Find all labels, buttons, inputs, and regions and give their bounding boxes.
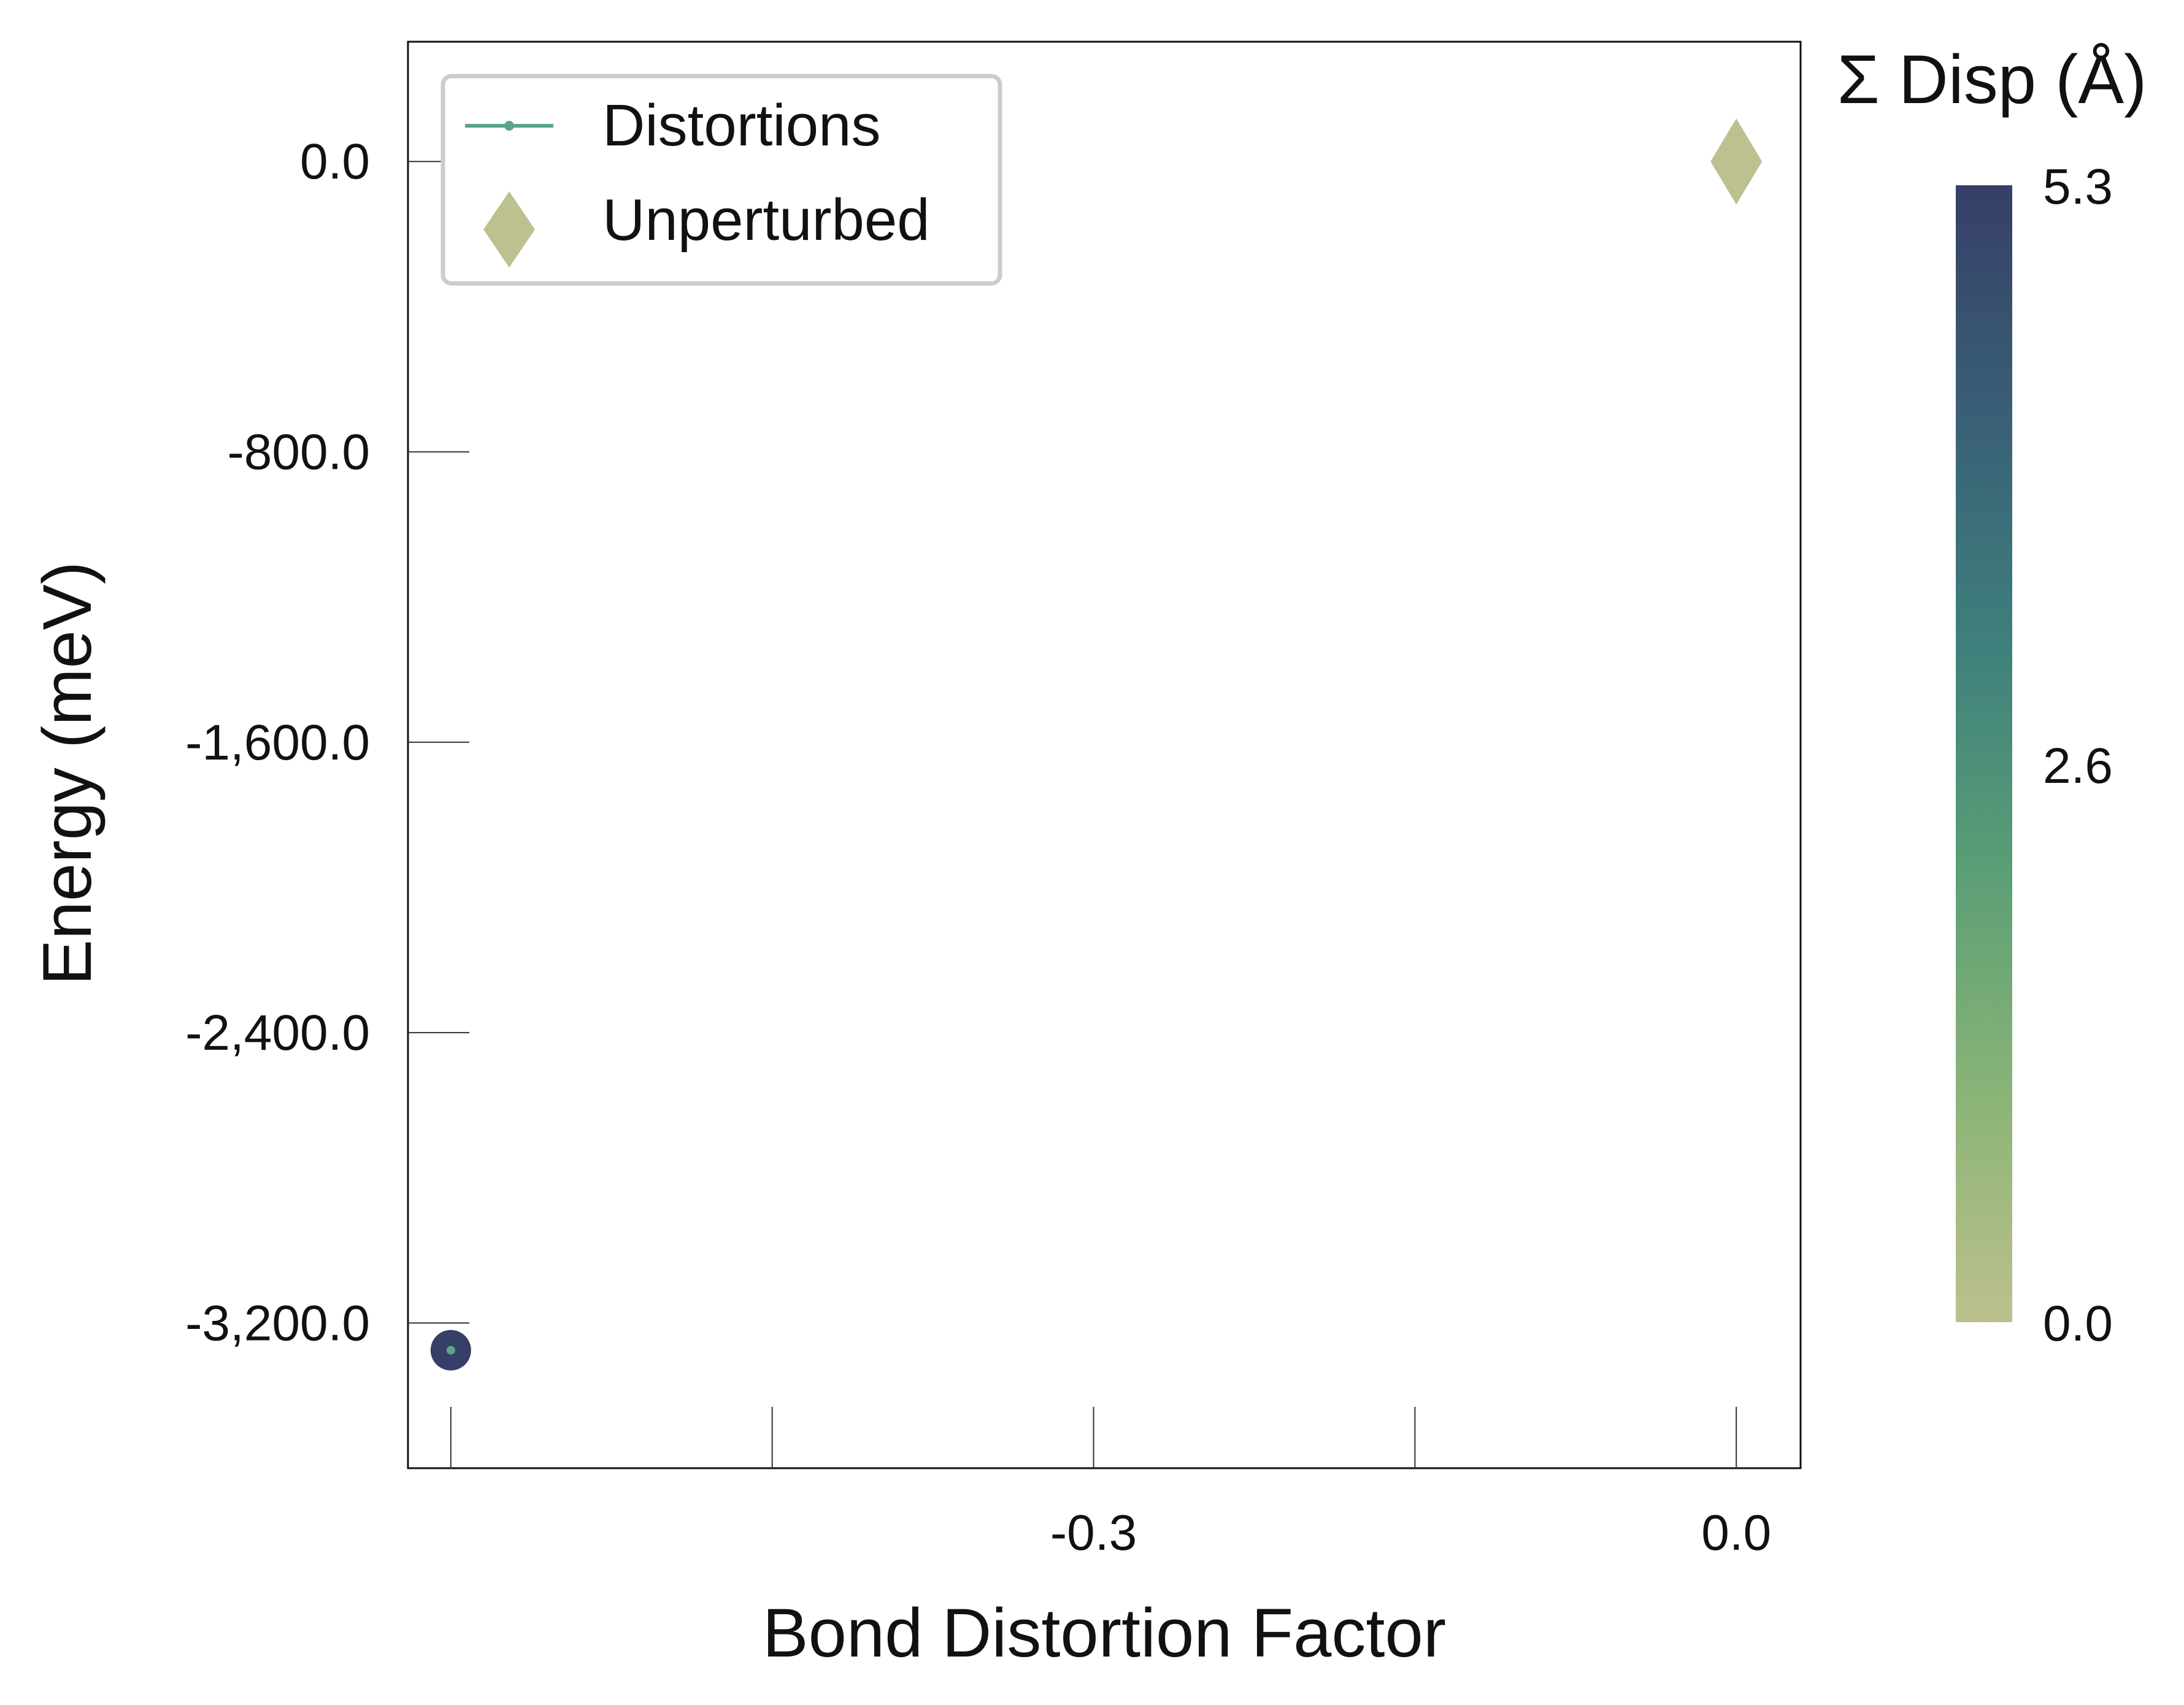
- y-tick-label: -2,400.0: [185, 1005, 370, 1061]
- legend-box: [440, 74, 1002, 286]
- colorbar-title: Σ Disp (Å): [1837, 41, 2147, 118]
- colorbar: 5.3 2.6 0.0 Σ Disp (Å): [1837, 41, 2147, 1352]
- legend-diamond-swatch: [483, 191, 535, 267]
- x-axis-label: Bond Distortion Factor: [763, 1595, 1446, 1671]
- unperturbed-point: [1710, 118, 1763, 205]
- y-tick-label: -800.0: [227, 425, 370, 480]
- colorbar-tick-label: 2.6: [2043, 738, 2113, 794]
- x-tick-label: 0.0: [1701, 1505, 1771, 1561]
- colorbar-gradient: [1956, 185, 2012, 1322]
- colorbar-tick-label: 5.3: [2043, 159, 2113, 215]
- colorbar-tick-label: 0.0: [2043, 1296, 2113, 1352]
- distortion-point-center: [446, 1345, 455, 1355]
- plot-area: 0.0 -800.0 -1,600.0 -2,400.0 -3,200.0 -0.3 0.0…: [29, 40, 1802, 1671]
- legend-label: Distortions: [602, 93, 880, 158]
- legend-marker-swatch: [504, 121, 514, 131]
- legend-label: Unperturbed: [602, 187, 930, 253]
- y-tick-label: -1,600.0: [185, 715, 370, 771]
- y-tick-label: 0.0: [300, 134, 370, 190]
- y-axis-label: Energy (meV): [29, 561, 106, 985]
- y-tick-label: -3,200.0: [185, 1295, 370, 1351]
- legend: Distortions Unperturbed: [440, 74, 1002, 286]
- axes-frame: [407, 40, 1802, 1469]
- x-tick-label: -0.3: [1050, 1505, 1137, 1561]
